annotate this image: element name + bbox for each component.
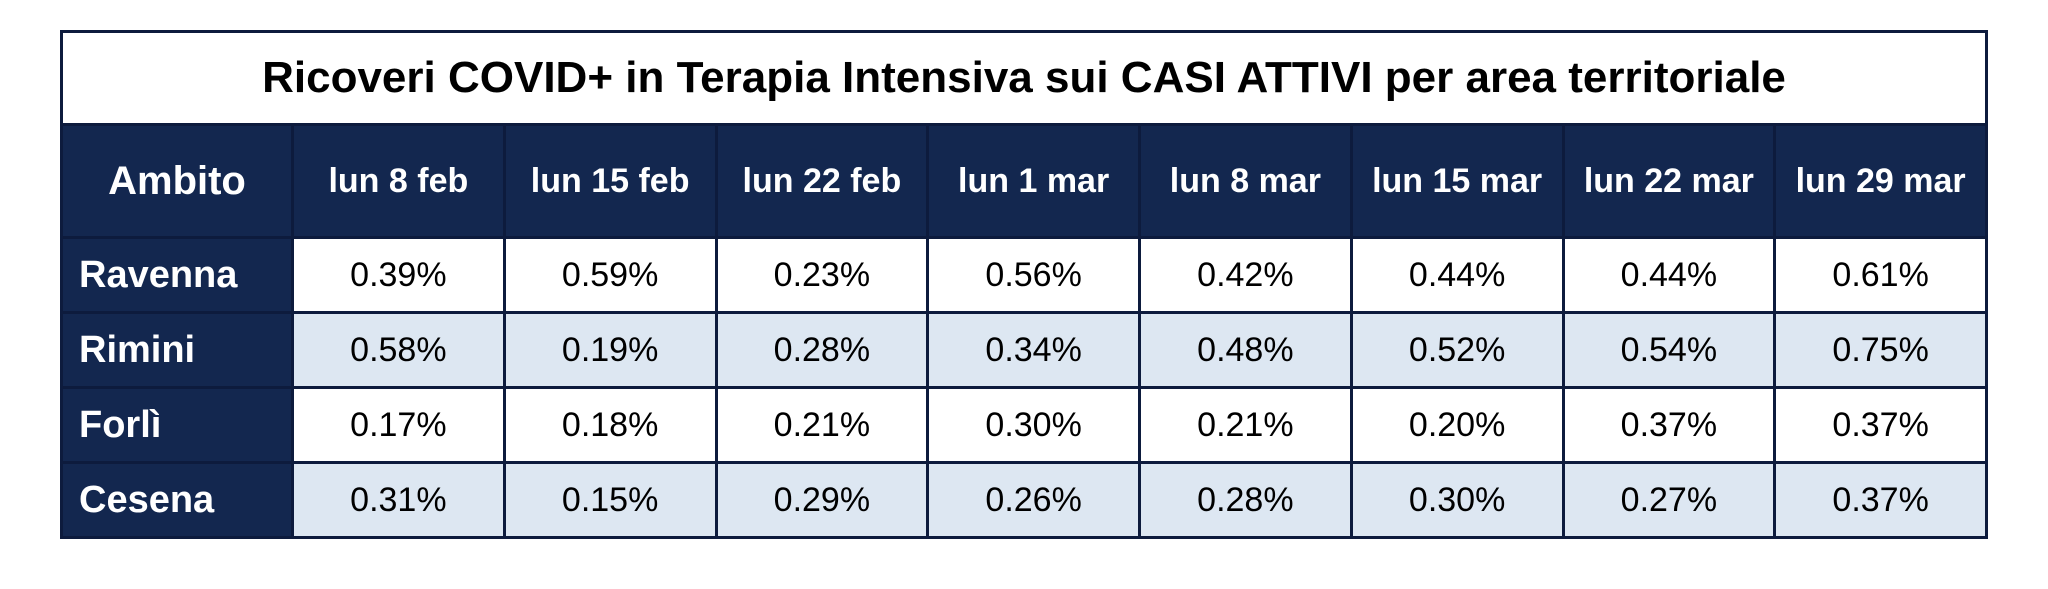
cell: 0.27% (1563, 463, 1775, 538)
cell: 0.61% (1775, 238, 1987, 313)
row-label: Forlì (62, 388, 293, 463)
icu-ratio-table: Ricoveri COVID+ in Terapia Intensiva sui… (60, 30, 1988, 539)
column-header: lun 15 feb (504, 125, 716, 238)
cell: 0.44% (1351, 238, 1563, 313)
cell: 0.28% (1140, 463, 1352, 538)
cell: 0.18% (504, 388, 716, 463)
cell: 0.20% (1351, 388, 1563, 463)
cell: 0.30% (928, 388, 1140, 463)
cell: 0.31% (293, 463, 505, 538)
table-row: Rimini 0.58% 0.19% 0.28% 0.34% 0.48% 0.5… (62, 313, 1987, 388)
row-label: Cesena (62, 463, 293, 538)
column-header: lun 29 mar (1775, 125, 1987, 238)
cell: 0.59% (504, 238, 716, 313)
table-row: Forlì 0.17% 0.18% 0.21% 0.30% 0.21% 0.20… (62, 388, 1987, 463)
column-header: lun 1 mar (928, 125, 1140, 238)
column-header: lun 8 mar (1140, 125, 1352, 238)
cell: 0.34% (928, 313, 1140, 388)
cell: 0.75% (1775, 313, 1987, 388)
cell: 0.56% (928, 238, 1140, 313)
cell: 0.52% (1351, 313, 1563, 388)
row-label: Rimini (62, 313, 293, 388)
cell: 0.28% (716, 313, 928, 388)
cell: 0.37% (1775, 463, 1987, 538)
table-title: Ricoveri COVID+ in Terapia Intensiva sui… (62, 32, 1987, 125)
cell: 0.30% (1351, 463, 1563, 538)
column-header: lun 22 mar (1563, 125, 1775, 238)
cell: 0.21% (1140, 388, 1352, 463)
cell: 0.39% (293, 238, 505, 313)
cell: 0.29% (716, 463, 928, 538)
cell: 0.37% (1775, 388, 1987, 463)
column-header: lun 22 feb (716, 125, 928, 238)
cell: 0.48% (1140, 313, 1352, 388)
table-row: Cesena 0.31% 0.15% 0.29% 0.26% 0.28% 0.3… (62, 463, 1987, 538)
cell: 0.54% (1563, 313, 1775, 388)
cell: 0.58% (293, 313, 505, 388)
cell: 0.15% (504, 463, 716, 538)
cell: 0.44% (1563, 238, 1775, 313)
cell: 0.21% (716, 388, 928, 463)
cell: 0.26% (928, 463, 1140, 538)
cell: 0.17% (293, 388, 505, 463)
cell: 0.42% (1140, 238, 1352, 313)
column-header: lun 15 mar (1351, 125, 1563, 238)
column-header: lun 8 feb (293, 125, 505, 238)
column-header-ambito: Ambito (62, 125, 293, 238)
cell: 0.37% (1563, 388, 1775, 463)
cell: 0.23% (716, 238, 928, 313)
row-label: Ravenna (62, 238, 293, 313)
cell: 0.19% (504, 313, 716, 388)
table-row: Ravenna 0.39% 0.59% 0.23% 0.56% 0.42% 0.… (62, 238, 1987, 313)
